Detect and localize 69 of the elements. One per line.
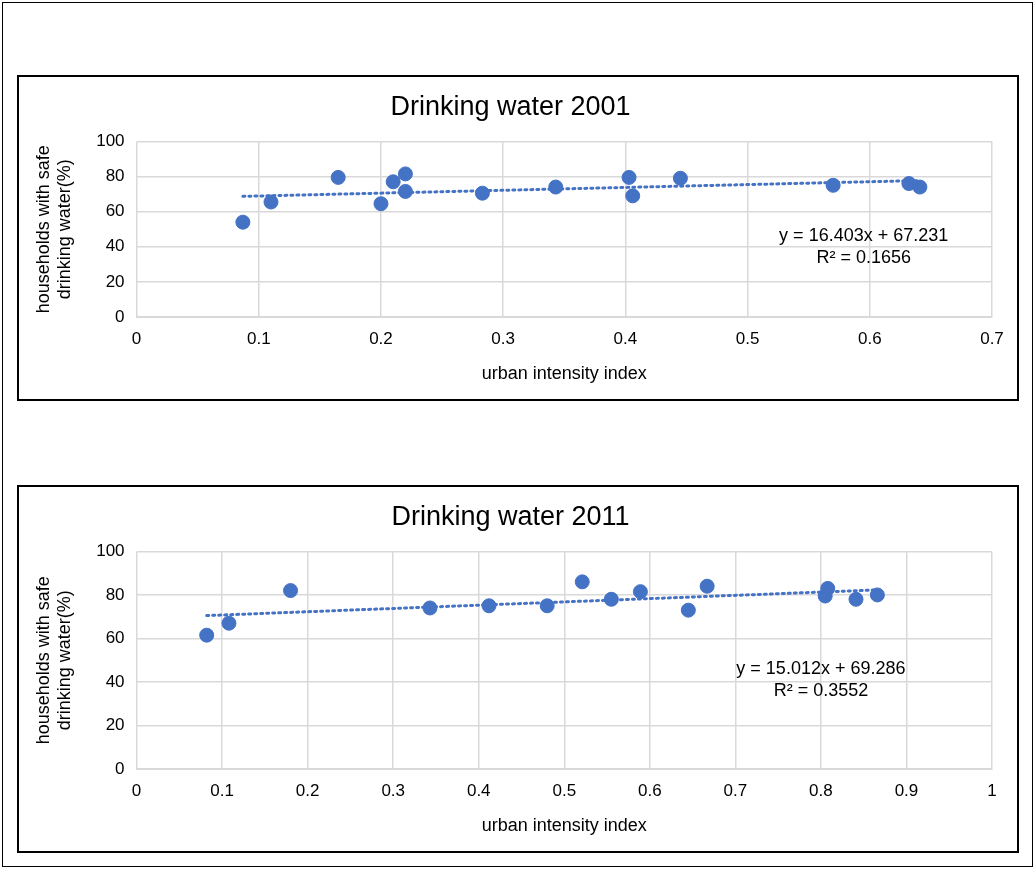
point xyxy=(574,574,590,590)
x-tick-label: 0.3 xyxy=(491,328,515,348)
x-tick-label: 0.4 xyxy=(466,780,491,800)
y-tick-label: 60 xyxy=(105,628,125,648)
x-tick-label: 0 xyxy=(131,328,142,348)
point xyxy=(385,174,401,190)
point xyxy=(548,179,564,195)
y-tick-label: 40 xyxy=(105,236,125,256)
point xyxy=(373,196,389,212)
point xyxy=(625,188,641,204)
annotation: y = 16.403x + 67.231 xyxy=(779,225,949,246)
point xyxy=(603,591,619,607)
point xyxy=(820,580,836,596)
x-tick-label: 0.1 xyxy=(246,328,271,348)
chart-title: Drinking water 2001 xyxy=(390,90,631,121)
point xyxy=(397,166,413,182)
point xyxy=(699,578,715,594)
y-axis-title: households with safe drinking water(%) xyxy=(32,145,75,314)
x-tick-label: 0.8 xyxy=(809,780,833,800)
y-tick-label: 0 xyxy=(115,758,125,778)
chart-title: Drinking water 2011 xyxy=(391,500,630,531)
annotation: R² = 0.1656 xyxy=(816,247,911,268)
x-tick-label: 1 xyxy=(987,780,997,800)
y-tick-label: 60 xyxy=(105,201,125,221)
point xyxy=(422,600,438,616)
point xyxy=(283,583,299,599)
point xyxy=(912,179,928,195)
x-tick-label: 0.2 xyxy=(295,780,320,800)
point xyxy=(680,602,696,618)
x-tick-label: 0.7 xyxy=(723,780,748,800)
y-tick-label: 80 xyxy=(105,166,125,186)
point xyxy=(825,177,841,193)
point xyxy=(330,169,346,185)
y-tick-label: 100 xyxy=(96,541,125,561)
x-tick-label: 0.7 xyxy=(980,328,1004,348)
point xyxy=(263,194,279,210)
point xyxy=(539,598,555,614)
point xyxy=(221,615,237,631)
y-tick-label: 80 xyxy=(105,584,125,604)
y-tick-label: 40 xyxy=(105,671,125,691)
x-tick-label: 0.5 xyxy=(552,780,577,800)
point xyxy=(481,598,497,614)
x-tick-label: 0.6 xyxy=(857,328,882,348)
x-tick-label: 0.3 xyxy=(381,780,406,800)
point xyxy=(199,627,215,643)
x-axis-title: urban intensity index xyxy=(481,363,647,384)
x-axis-title: urban intensity index xyxy=(481,815,647,836)
point xyxy=(672,170,688,186)
point xyxy=(632,584,648,600)
point xyxy=(235,214,251,230)
x-tick-label: 0.6 xyxy=(638,780,662,800)
x-tick-label: 0 xyxy=(131,780,142,800)
point xyxy=(474,185,490,201)
annotation: y = 15.012x + 69.286 xyxy=(736,657,906,678)
x-tick-label: 0.5 xyxy=(735,328,760,348)
y-tick-label: 0 xyxy=(115,306,125,326)
x-tick-label: 0.9 xyxy=(894,780,919,800)
x-tick-label: 0.1 xyxy=(210,780,234,800)
x-tick-label: 0.2 xyxy=(369,328,393,348)
annotation: R² = 0.3552 xyxy=(773,679,869,700)
y-tick-label: 100 xyxy=(96,131,125,151)
y-axis-title: households with safe drinking water(%) xyxy=(32,576,75,745)
point xyxy=(621,169,637,185)
y-tick-label: 20 xyxy=(105,271,125,291)
point xyxy=(397,183,413,199)
point xyxy=(869,587,885,603)
y-tick-label: 20 xyxy=(105,715,125,735)
x-tick-label: 0.4 xyxy=(613,328,638,348)
point xyxy=(848,591,864,607)
